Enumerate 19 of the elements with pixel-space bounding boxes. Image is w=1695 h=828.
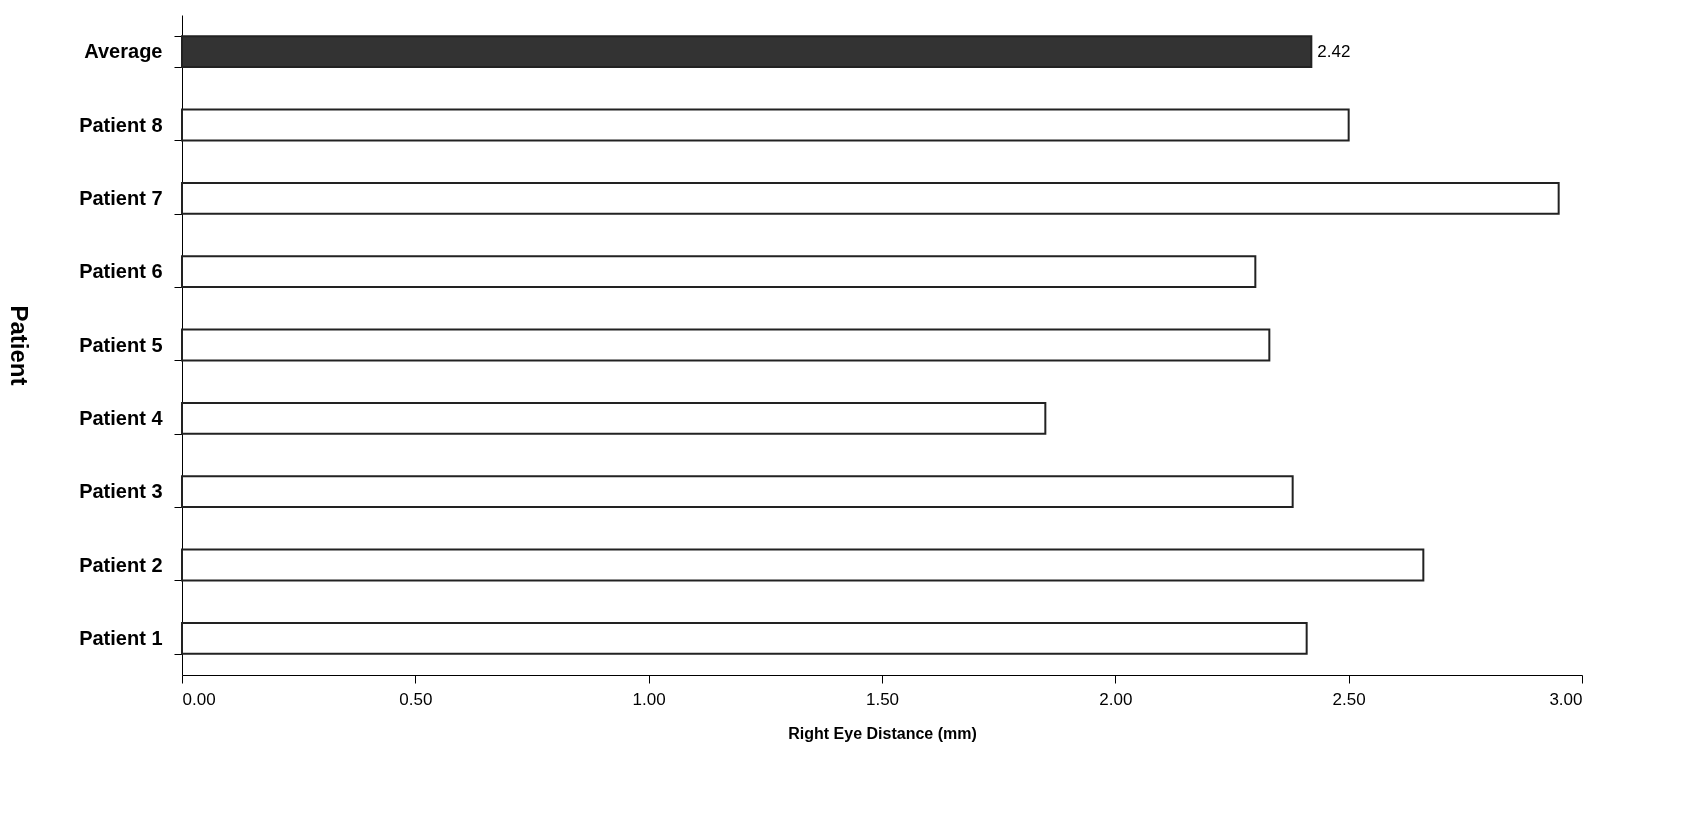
y-tick-label: Patient 1 (79, 626, 163, 649)
x-tick-label: 3.00 (1549, 689, 1583, 709)
x-tick-label: 2.50 (1332, 689, 1366, 709)
y-tick-label: Patient 8 (79, 113, 163, 136)
x-tick-label: 1.00 (632, 689, 666, 709)
x-tick-label: 0.00 (182, 689, 216, 709)
x-tick-label: 0.50 (399, 689, 433, 709)
y-tick-label: Patient 7 (79, 186, 163, 209)
x-axis-title: Right Eye Distance (mm) (788, 724, 977, 742)
y-tick-label: Patient 3 (79, 480, 163, 503)
y-tick-label: Average (84, 40, 163, 63)
y-tick-label: Patient 2 (79, 553, 163, 576)
x-tick-label: 2.00 (1099, 689, 1133, 709)
y-axis-title: Patient (5, 305, 33, 386)
y-tick-label: Patient 5 (79, 333, 163, 356)
x-tick-label: 1.50 (865, 689, 900, 709)
y-tick-label: Patient 4 (79, 406, 164, 429)
y-tick-label: Patient 6 (79, 260, 163, 283)
data-label: 2.42 (1317, 41, 1351, 61)
